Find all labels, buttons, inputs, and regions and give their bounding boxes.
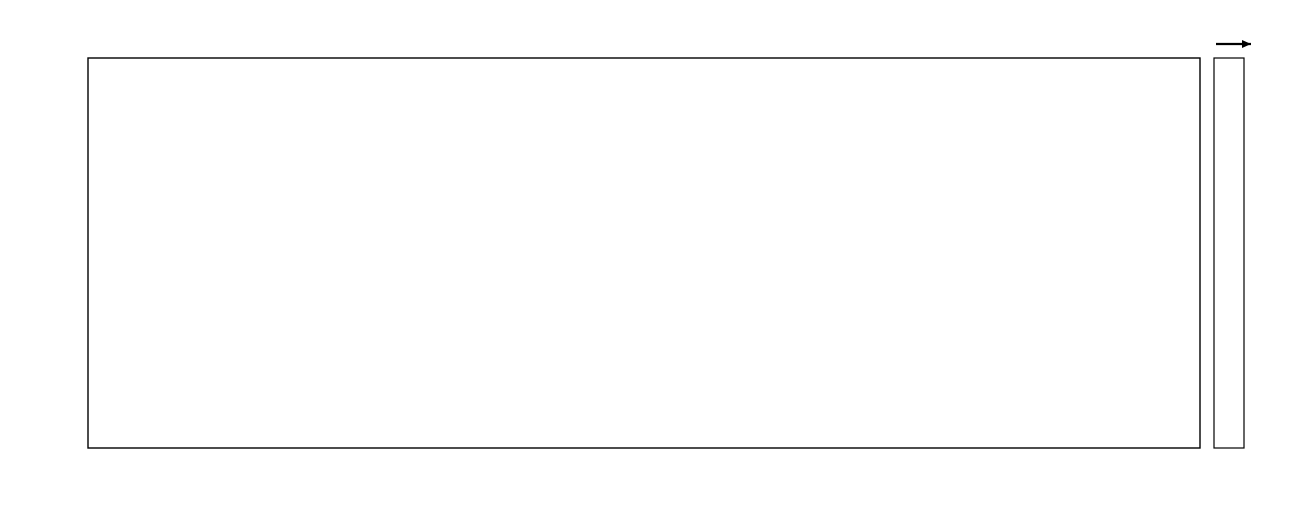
plot-frame bbox=[87, 57, 1201, 449]
contour-fill-layer bbox=[88, 58, 1200, 448]
colorbar bbox=[1213, 57, 1245, 449]
wind-vector-key bbox=[1216, 40, 1251, 48]
